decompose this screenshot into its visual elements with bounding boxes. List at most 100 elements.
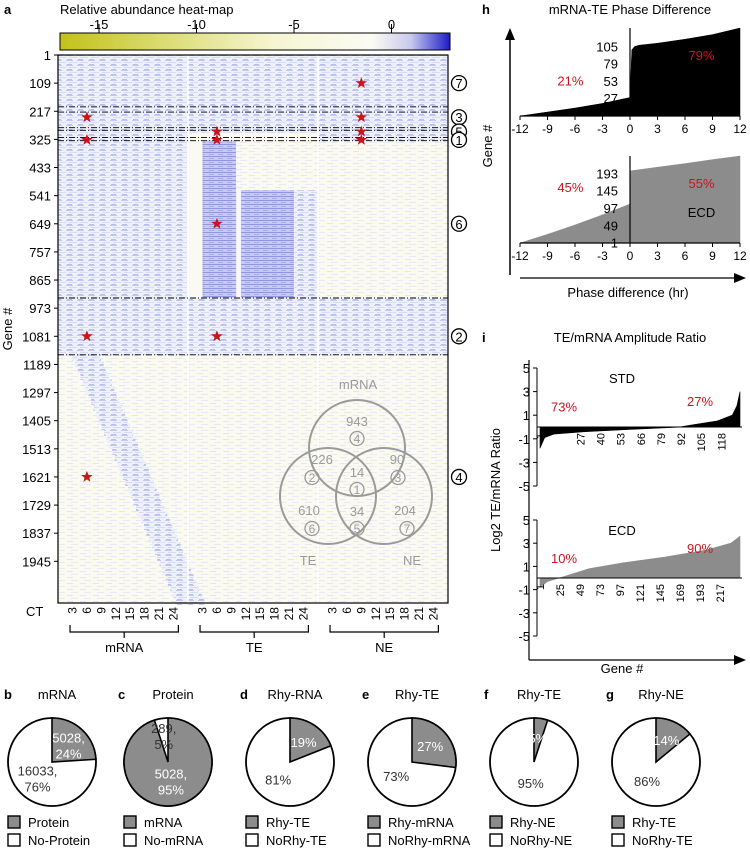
pie-slice-label: 73% (383, 769, 409, 784)
panel-a-heatmap: a Relative abundance heat-map -15 -10 -5 0 … (0, 2, 468, 655)
panel-h-letter: h (482, 2, 490, 17)
pie-legend-label: NoRhy-mRNA (388, 833, 471, 848)
panel-h-ecd-area (519, 155, 741, 244)
panel-i-y-tick-label: 5 (523, 361, 530, 376)
panel-i-x-tick-label: 193 (695, 584, 707, 602)
ct-tick-label: 12 (369, 607, 383, 621)
pie-slice-label: 19% (291, 735, 317, 750)
heatmap-star (355, 111, 367, 123)
pie-slice-label: 289, (151, 721, 176, 736)
ct-tick-label: 21 (152, 607, 166, 621)
panel-h-x-tick-label: 3 (654, 249, 661, 263)
panel-i-x-tick-label: 25 (555, 584, 567, 596)
panel-i-x-tick-label: 1 (535, 584, 547, 590)
heatmap-block (318, 140, 448, 299)
panel-h-x-tick-label: 0 (627, 122, 634, 136)
pie-legend-label: No-Protein (28, 833, 90, 848)
panel-i-x-tick-label: 79 (656, 433, 668, 445)
group-label: mRNA (105, 640, 144, 655)
pie-title: Rhy-TE (517, 687, 561, 702)
heatmap-star (211, 217, 223, 229)
venn-region-count: 943 (346, 414, 368, 429)
panel-i-y-tick-label: 3 (523, 536, 530, 551)
colorbar-title: Relative abundance heat-map (60, 2, 233, 17)
panel-h-group-label: ECD (688, 205, 715, 220)
pie-legend-label: Rhy-NE (510, 815, 556, 830)
panel-h-x-label: Phase difference (hr) (567, 285, 688, 300)
cluster-label-circle (450, 328, 468, 345)
heatmap-star (81, 111, 93, 123)
venn-cluster-label: 1 (354, 483, 361, 497)
heatmap-star (355, 125, 367, 137)
panel-i-x-tick-label: 53 (616, 433, 628, 445)
venn-circle-ne (335, 447, 433, 545)
heatmap-phase-band (141, 517, 170, 524)
pie-slice-gray (655, 717, 692, 764)
panel-h-std-area (519, 27, 741, 117)
pie-legend-swatch-white (123, 833, 137, 847)
heatmap-phase-band (138, 511, 168, 518)
heatmap-y-tick-label: 1 (44, 48, 51, 63)
heatmap-phase-band (159, 561, 189, 568)
pie-legend-swatch-white (245, 833, 259, 847)
venn-cluster-label: 5 (354, 522, 361, 536)
pie-slice-label: 16033, (18, 763, 58, 778)
heatmap-phase-band (165, 573, 194, 580)
colorbar-tick-label: -10 (187, 17, 206, 32)
panel-h-neg-pct: 45% (557, 180, 583, 195)
pie-legend-swatch-white (489, 833, 503, 847)
venn-label-ne: NE (403, 553, 421, 568)
panel-i-y-label: Log2 TE/mRNA Ratio (488, 428, 503, 552)
pie-letter: f (484, 687, 489, 702)
heatmap-cells (58, 55, 448, 605)
heatmap-star (211, 133, 223, 145)
ct-tick-label: 24 (297, 607, 311, 621)
heatmap-phase-band (130, 492, 160, 499)
ct-tick-label: 6 (80, 607, 94, 614)
heatmap-block (188, 55, 318, 133)
ct-tick-label: 9 (94, 607, 108, 614)
ct-tick-label: 3 (325, 607, 339, 614)
panel-i-y-tick-label: 5 (523, 513, 530, 528)
pie-slice-label: 86% (634, 774, 660, 789)
group-bracket (329, 625, 439, 633)
panel-h-x-tick-label: -9 (542, 249, 553, 263)
colorbar-tick-label: 0 (388, 17, 395, 32)
venn-cluster-circle (304, 469, 320, 486)
pie-slice-gray (289, 717, 332, 764)
pie-legend-label: NoRhy-TE (266, 833, 327, 848)
panel-h-x-tick-label: -12 (511, 249, 529, 263)
panel-h-x-tick-label: 9 (709, 122, 716, 136)
cluster-label-circle (450, 215, 468, 232)
panel-i-title: TE/mRNA Amplitude Ratio (554, 330, 706, 345)
pie-charts: b mRNA5028,24%16033,76%ProteinNo-Proteinc… (4, 687, 701, 848)
panel-i-y-tick-label: 1 (523, 408, 530, 423)
panel-h-x-tick-label: -6 (570, 122, 581, 136)
panel-i-y-tick-label: -3 (518, 455, 530, 470)
heatmap-y-tick-label: 325 (29, 132, 51, 147)
group-bracket (69, 625, 179, 633)
heatmap-y-label: Gene # (0, 307, 15, 350)
venn-region-count: 34 (350, 504, 364, 519)
heatmap-y-tick-label: 865 (29, 273, 51, 288)
heatmap-phase-band (88, 392, 117, 399)
heatmap-y-tick-label: 649 (29, 217, 51, 232)
heatmap-y-tick-label: 109 (29, 76, 51, 91)
pie-slice-gray (51, 717, 97, 763)
panel-i-amplitude-ratio: i TE/mRNA Amplitude Ratio Log2 TE/mRNA R… (482, 330, 746, 676)
panel-i-y-tick-label: -5 (518, 479, 530, 494)
heatmap-block (293, 190, 318, 299)
pie-legend-swatch-gray (489, 815, 503, 829)
colorbar-ticks: -15 -10 -5 0 (90, 17, 395, 33)
pie-legend-label: Rhy-mRNA (388, 815, 454, 830)
panel-h-plots: -12 -9 -6 -3 0 3 6 9 12 27 53 79 105 21% 79% STD -12 -9 -6… (505, 27, 747, 283)
panel-h-y-tick-label: 27 (604, 91, 618, 106)
panel-i-letter: i (482, 330, 486, 345)
venn-label-mrna: mRNA (339, 377, 378, 392)
panel-i-x-tick-label: 121 (635, 584, 647, 602)
panel-h-pos-pct: 55% (688, 176, 714, 191)
heatmap-y-tick-label: 757 (29, 245, 51, 260)
panel-h-y-tick-label: 53 (604, 74, 618, 89)
panel-i-x-label: Gene # (601, 661, 644, 676)
